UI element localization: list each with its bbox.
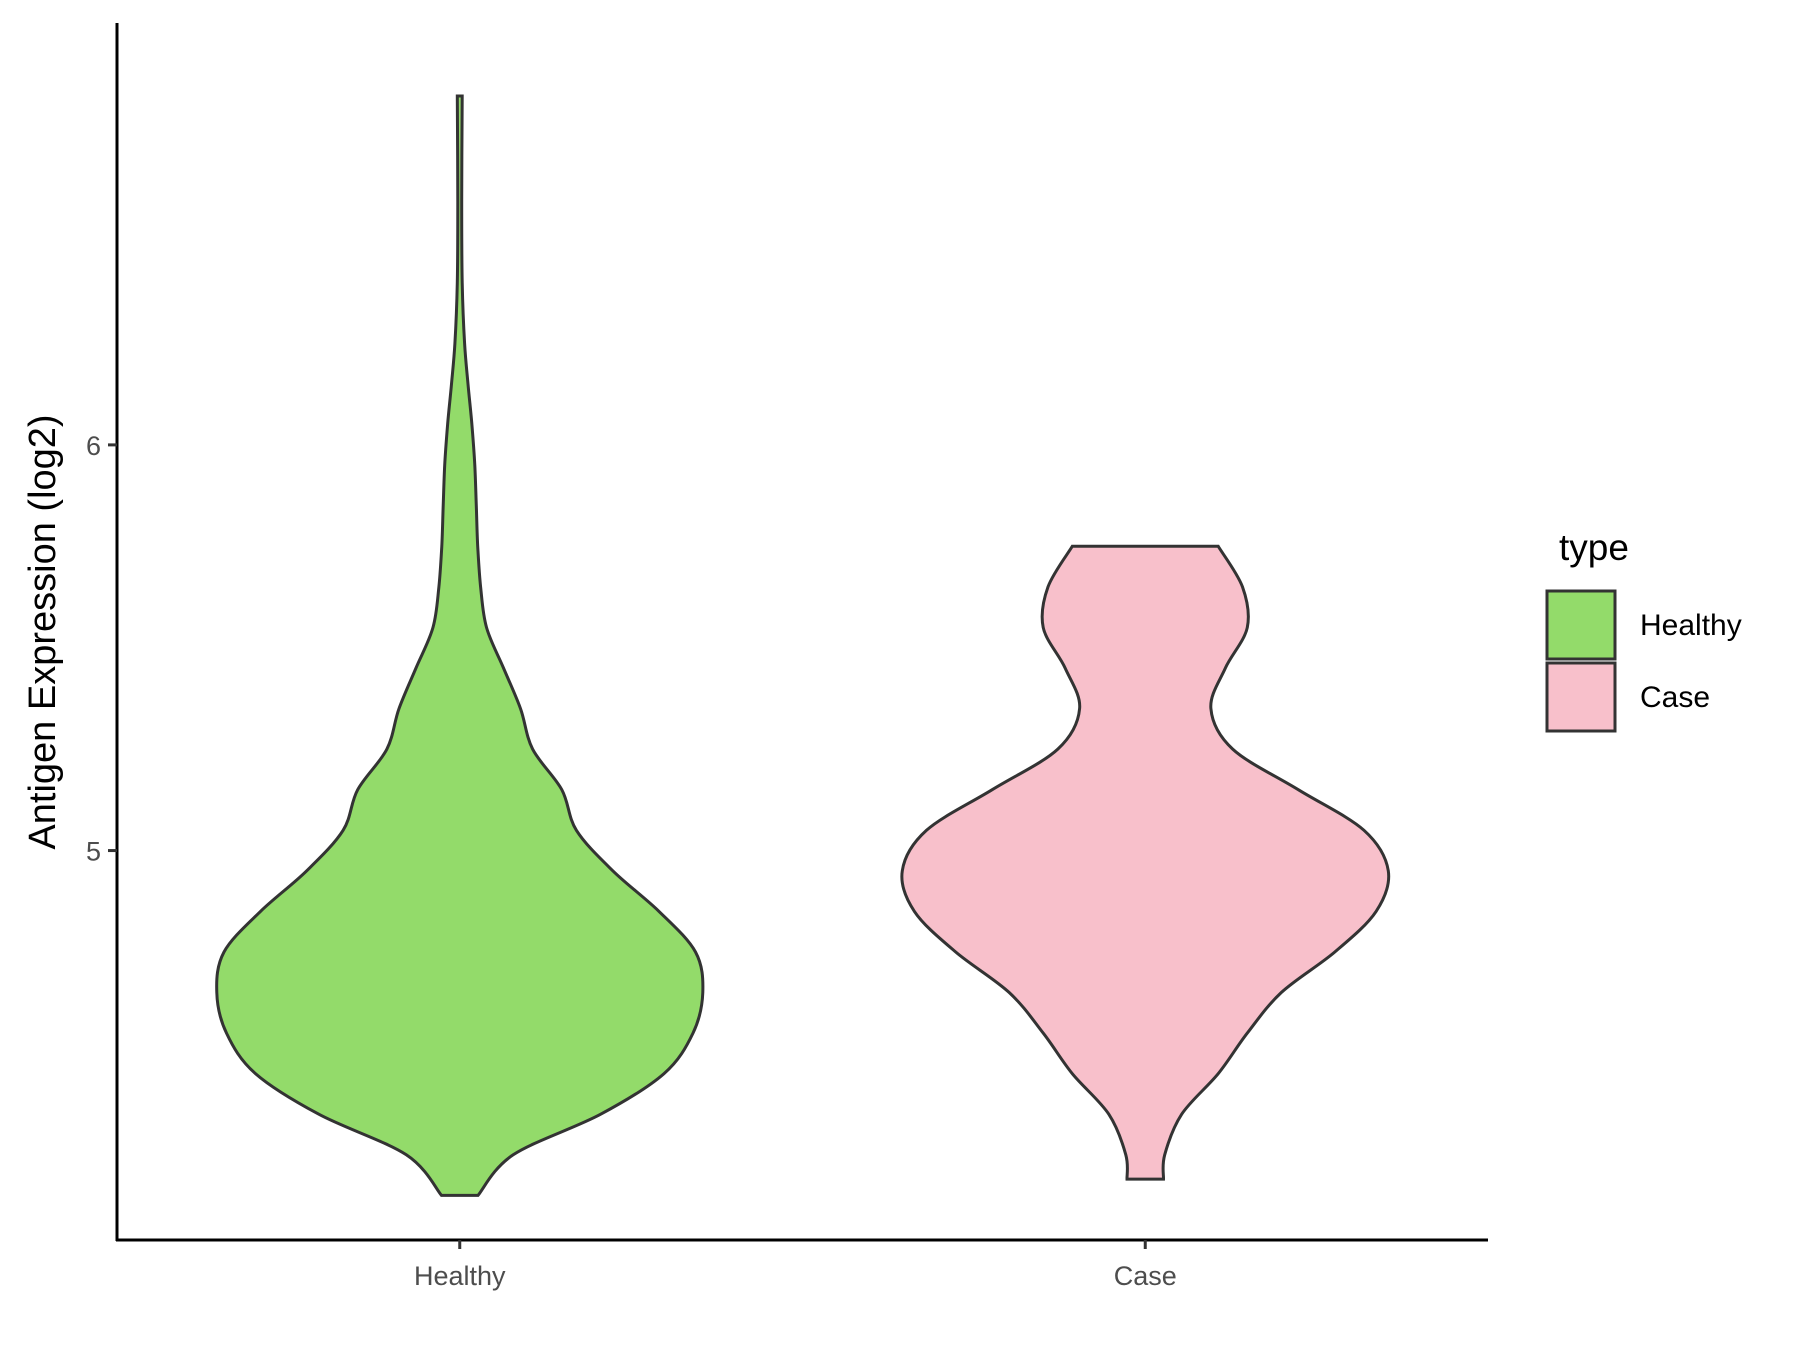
legend-swatch-healthy — [1545, 589, 1617, 661]
violin-healthy — [215, 94, 705, 1197]
violin-case — [900, 544, 1391, 1181]
legend-label-case: Case — [1640, 681, 1710, 714]
violin-layer — [215, 94, 1391, 1197]
x-tick-label: Healthy — [414, 1261, 506, 1291]
y-axis-ticks: 56 — [86, 431, 117, 867]
legend-swatch-case — [1545, 661, 1617, 733]
legend-title: type — [1559, 527, 1629, 568]
legend-label-healthy: Healthy — [1640, 609, 1742, 642]
legend-items: Healthy Case — [1545, 589, 1742, 733]
x-tick-label: Case — [1114, 1261, 1177, 1291]
y-tick-label: 6 — [86, 431, 101, 461]
legend: type Healthy Case — [1545, 527, 1742, 733]
y-axis-title: Antigen Expression (log2) — [22, 414, 64, 849]
y-tick-label: 5 — [86, 837, 101, 867]
x-axis-ticks: Healthy Case — [414, 1240, 1177, 1291]
